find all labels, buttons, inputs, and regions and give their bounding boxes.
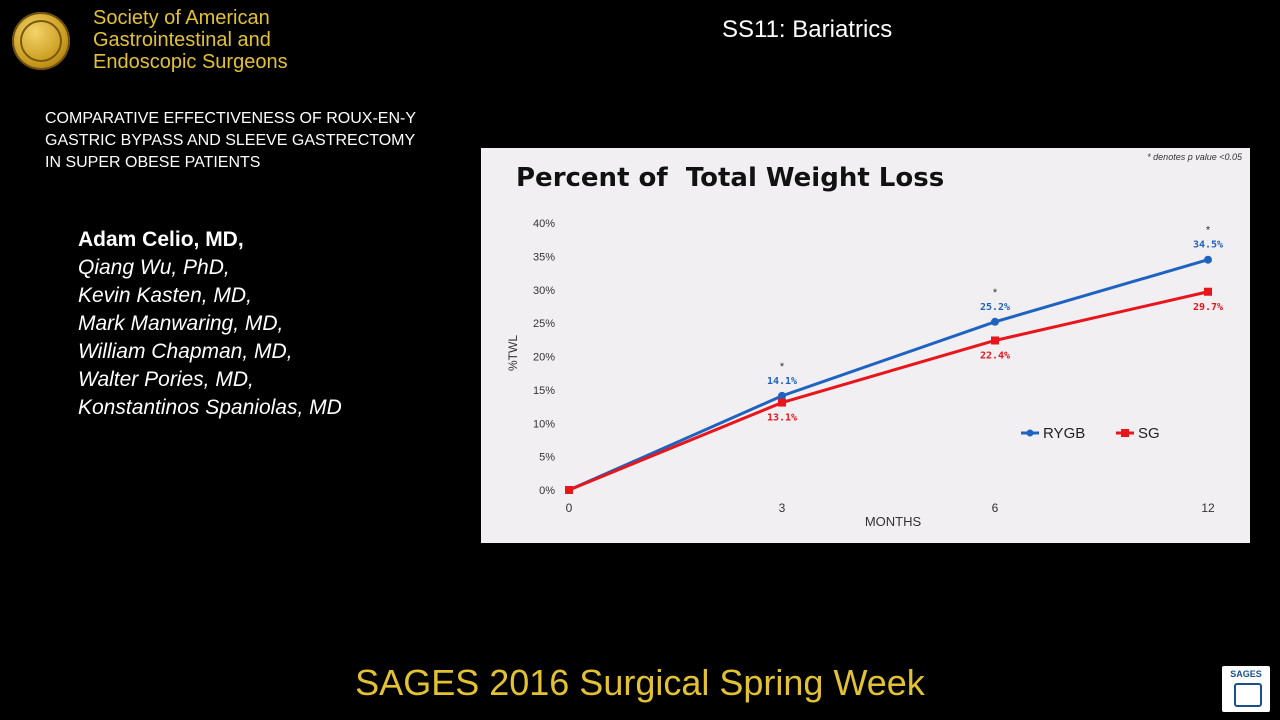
chart-footnote: * denotes p value <0.05 (1147, 152, 1243, 162)
data-label-rygb: 34.5% (1193, 240, 1223, 251)
legend-label-rygb: RYGB (1043, 425, 1085, 442)
x-tick-label: 0 (566, 501, 573, 515)
weight-loss-chart: Percent of Total Weight Loss * denotes p… (506, 152, 1243, 529)
sages-logo-seal (12, 12, 70, 70)
session-title: SS11: Bariatrics (722, 16, 893, 43)
data-label-sg: 13.1% (767, 413, 797, 424)
y-tick-label: 40% (533, 218, 555, 230)
tv-logo-text: SAGES (1230, 669, 1262, 679)
x-tick-label: 3 (779, 501, 786, 515)
y-tick-label: 5% (539, 452, 555, 464)
coauthor: William Chapman, MD, (78, 340, 293, 363)
y-tick-label: 20% (533, 352, 555, 364)
data-point-rygb (991, 317, 999, 326)
data-label-rygb: 25.2% (980, 302, 1010, 313)
y-tick-label: 0% (539, 485, 555, 497)
y-tick-label: 25% (533, 318, 555, 330)
presenting-author: Adam Celio, MD, (78, 228, 244, 251)
significance-marker: * (1206, 225, 1211, 237)
paper-title: COMPARATIVE EFFECTIVENESS OF ROUX-EN-Y G… (45, 108, 445, 174)
chart-panel: Percent of Total Weight Loss * denotes p… (481, 148, 1250, 543)
data-point-sg (778, 398, 786, 407)
tv-icon (1234, 683, 1262, 707)
event-footer: SAGES 2016 Surgical Spring Week (355, 662, 925, 703)
chart-title: Percent of Total Weight Loss (516, 163, 944, 193)
paper-title-line: COMPARATIVE EFFECTIVENESS OF ROUX-EN-Y (45, 110, 416, 127)
coauthor: Qiang Wu, PhD, (78, 256, 230, 279)
y-tick-label: 35% (533, 251, 555, 263)
data-label-sg: 29.7% (1193, 302, 1223, 313)
significance-marker: * (993, 287, 998, 299)
coauthor: Mark Manwaring, MD, (78, 312, 284, 335)
data-point-sg (565, 486, 573, 494)
y-tick-label: 15% (533, 385, 555, 397)
x-tick-label: 12 (1201, 501, 1215, 515)
series-line-sg (568, 290, 1209, 492)
org-name-line: Gastrointestinal and (93, 29, 271, 51)
data-label-rygb: 14.1% (767, 376, 797, 387)
x-axis-label: MONTHS (865, 514, 922, 529)
data-point-rygb (1204, 255, 1212, 264)
coauthor: Kevin Kasten, MD, (78, 284, 252, 307)
legend-marker-sg (1121, 429, 1129, 437)
paper-title-line: IN SUPER OBESE PATIENTS (45, 154, 261, 171)
x-tick-label: 6 (992, 501, 999, 515)
y-axis-label: %TWL (506, 335, 520, 371)
data-label-sg: 22.4% (980, 350, 1010, 361)
sages-tv-logo: SAGES (1222, 666, 1270, 712)
legend-label-sg: SG (1138, 425, 1160, 442)
org-name-line: Society of American (93, 7, 270, 29)
data-point-sg (991, 336, 999, 345)
coauthor: Konstantinos Spaniolas, MD (78, 396, 342, 419)
org-name-line: Endoscopic Surgeons (93, 51, 288, 73)
y-tick-label: 10% (533, 418, 555, 430)
paper-title-line: GASTRIC BYPASS AND SLEEVE GASTRECTOMY (45, 132, 416, 149)
y-tick-label: 30% (533, 285, 555, 297)
significance-marker: * (780, 361, 785, 373)
data-point-sg (1204, 287, 1212, 296)
data-point-rygb (778, 391, 786, 400)
series-line-rygb (568, 258, 1209, 492)
legend-marker-rygb (1026, 429, 1034, 437)
organization-name: Society of American Gastrointestinal and… (93, 7, 288, 73)
author-list: Adam Celio, MD, Qiang Wu, PhD, Kevin Kas… (78, 226, 342, 422)
coauthor: Walter Pories, MD, (78, 368, 254, 391)
